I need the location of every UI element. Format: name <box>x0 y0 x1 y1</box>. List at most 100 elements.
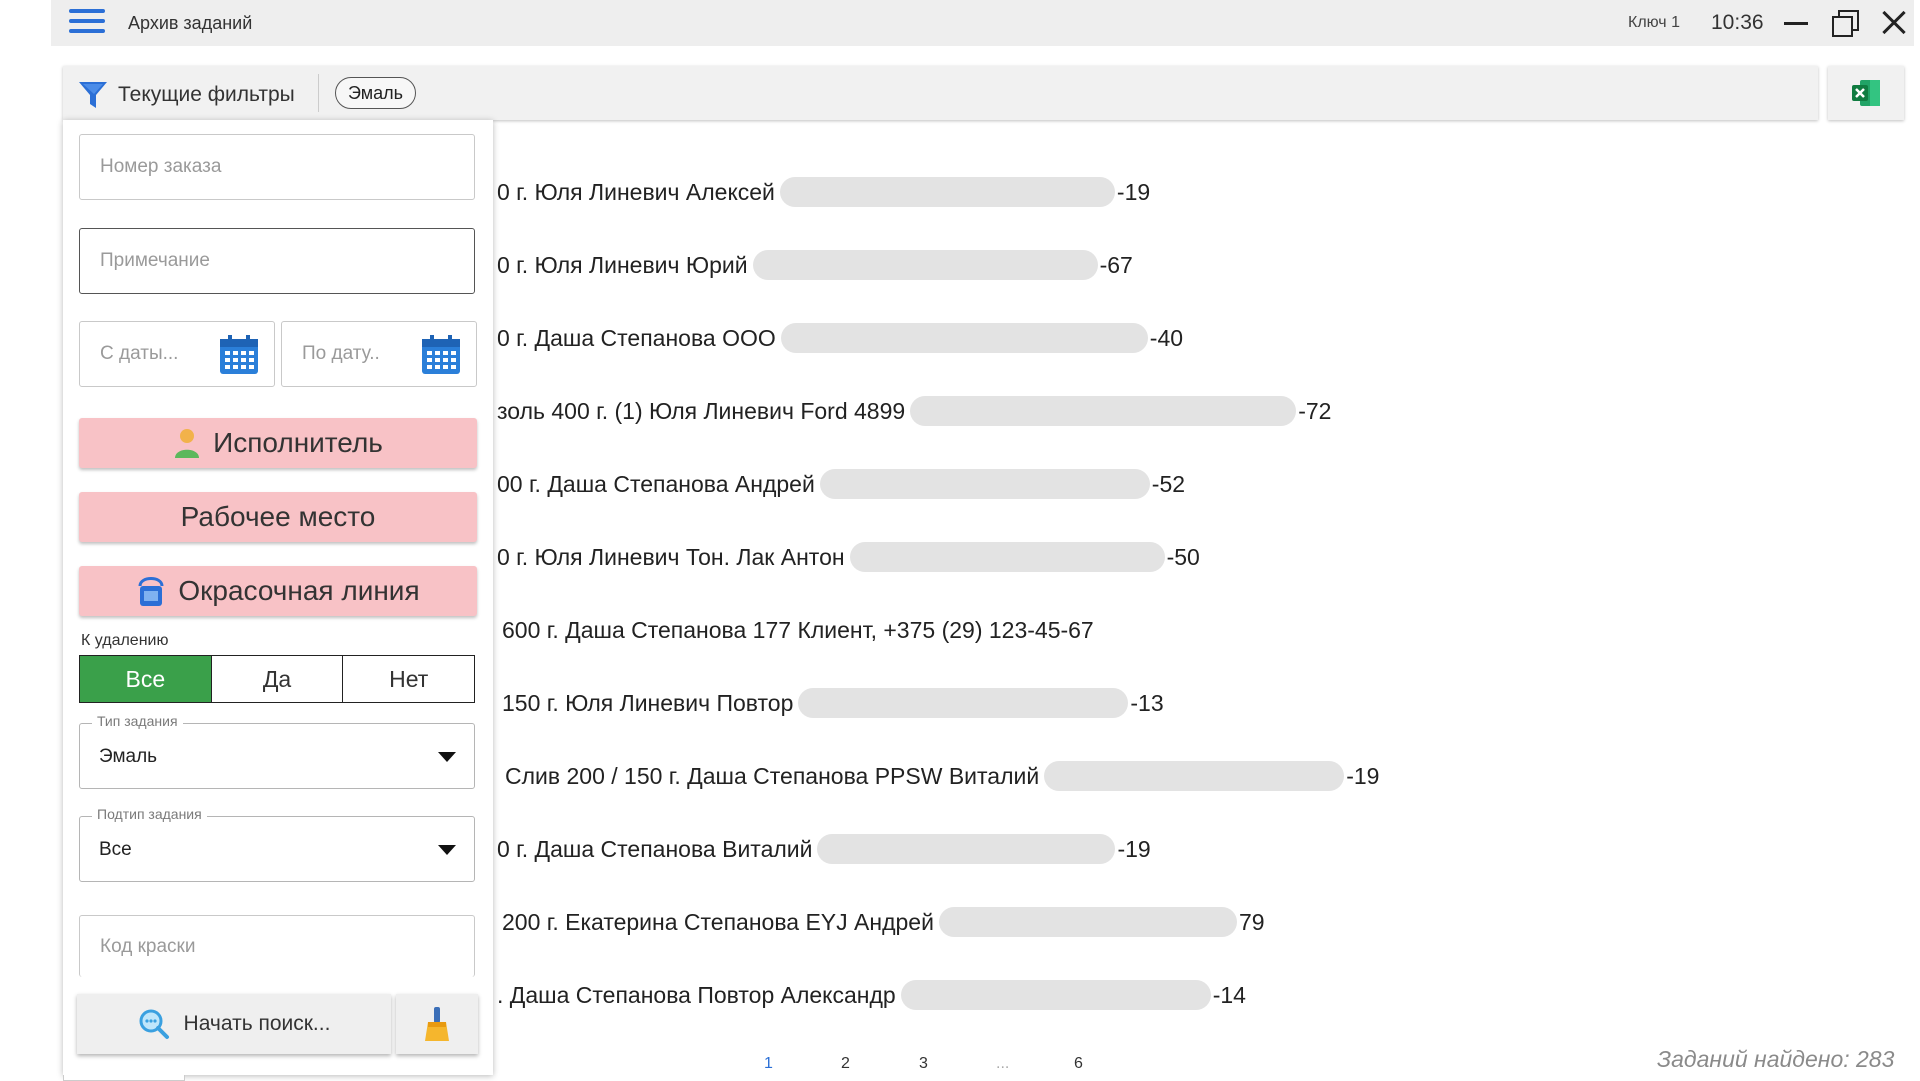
toggle-option-yes[interactable]: Да <box>212 656 344 702</box>
result-text: 0 г. Юля Линевич Юрий <box>497 251 748 278</box>
result-text: . Даша Степанова Повтор Александр <box>497 981 896 1008</box>
result-text: 150 г. Юля Линевич Повтор <box>502 689 794 716</box>
redacted-mask <box>938 907 1237 937</box>
task-type-select[interactable]: Тип задания Эмаль <box>79 713 475 789</box>
task-subtype-value: Все <box>99 839 132 860</box>
filter-chip-enamel[interactable]: Эмаль <box>335 77 417 109</box>
result-text: 00 г. Даша Степанова Андрей <box>497 470 815 497</box>
task-type-value: Эмаль <box>99 746 158 767</box>
date-from-input[interactable] <box>80 322 200 386</box>
workplace-label: Рабочее место <box>180 501 376 532</box>
result-text: 0 г. Юля Линевич Тон. Лак Антон <box>497 543 845 570</box>
redacted-mask <box>1044 761 1345 791</box>
workplace-button[interactable]: Рабочее место <box>79 492 477 542</box>
result-row[interactable]: Слив 200 / 150 г. Даша Степанова PPSW Ви… <box>505 759 1379 793</box>
redacted-mask <box>817 834 1116 864</box>
task-subtype-select[interactable]: Подтип задания Все <box>79 806 475 882</box>
toggle-option-no[interactable]: Нет <box>389 665 429 692</box>
result-suffix: -19 <box>1116 178 1151 205</box>
restore-icon[interactable] <box>1828 6 1862 40</box>
date-to-input[interactable] <box>282 322 402 386</box>
to-delete-label: К удалению <box>81 632 169 649</box>
tasks-found-count: Заданий найдено: 283 <box>1657 1046 1895 1072</box>
result-suffix: -50 <box>1166 543 1200 570</box>
calendar-icon[interactable] <box>218 334 260 376</box>
panel-bottom-tab <box>63 1075 185 1081</box>
result-suffix: -13 <box>1130 689 1164 716</box>
redacted-mask <box>798 688 1129 718</box>
result-suffix: -72 <box>1298 397 1332 424</box>
paint-line-label: Окрасочная линия <box>178 575 420 606</box>
broom-icon <box>425 1007 449 1041</box>
result-row[interactable]: 0 г. Юля Линевич Тон. Лак Антон -50 <box>497 540 1200 574</box>
redacted-mask <box>900 980 1211 1010</box>
key-label: Ключ 1 <box>1628 14 1680 31</box>
redacted-mask <box>849 542 1165 572</box>
clock: 10:36 <box>1711 11 1764 34</box>
current-filters-label: Текущие фильтры <box>118 83 295 106</box>
note-field[interactable] <box>79 228 475 294</box>
chevron-down-icon[interactable] <box>438 845 456 855</box>
result-row[interactable]: 200 г. Екатерина Степанова EYJ Андрей 79 <box>502 905 1265 939</box>
result-text: 600 г. Даша Степанова 177 Клиент, +375 (… <box>502 616 1094 643</box>
task-subtype-legend: Подтип задания <box>92 806 207 822</box>
paint-code-field[interactable] <box>79 915 475 977</box>
result-text: 0 г. Даша Степанова ООО <box>497 324 776 351</box>
to-delete-toggle: Все Да Нет <box>79 655 475 703</box>
person-icon <box>175 429 200 458</box>
page-1[interactable]: 1 <box>764 1055 773 1072</box>
result-row[interactable]: 0 г. Юля Линевич Юрий -67 <box>497 248 1133 282</box>
result-suffix: -19 <box>1117 835 1151 862</box>
divider <box>318 74 319 112</box>
executor-label: Исполнитель <box>213 427 383 458</box>
result-text: 0 г. Юля Линевич Алексей <box>497 178 775 205</box>
executor-button[interactable]: Исполнитель <box>79 418 477 468</box>
filter-panel: Исполнитель Рабочее место Окрасочная лин… <box>63 120 493 1075</box>
redacted-mask <box>819 469 1150 499</box>
order-number-field[interactable] <box>79 134 475 200</box>
result-row[interactable]: золь 400 г. (1) Юля Линевич Ford 4899 -72 <box>497 394 1331 428</box>
result-suffix: -52 <box>1151 470 1186 497</box>
result-row[interactable]: . Даша Степанова Повтор Александр -14 <box>497 978 1246 1012</box>
start-search-button[interactable]: Начать поиск... <box>77 994 391 1054</box>
page-3[interactable]: 3 <box>919 1055 928 1072</box>
redacted-mask <box>910 396 1297 426</box>
redacted-mask <box>780 323 1148 353</box>
calendar-icon[interactable] <box>420 334 462 376</box>
note-input[interactable] <box>80 229 474 293</box>
chevron-down-icon[interactable] <box>438 752 456 762</box>
task-type-legend: Тип задания <box>92 713 183 729</box>
result-row[interactable]: 600 г. Даша Степанова 177 Клиент, +375 (… <box>502 613 1094 647</box>
result-suffix: -67 <box>1099 251 1133 278</box>
search-icon <box>139 1009 169 1039</box>
paint-can-icon <box>138 577 164 606</box>
close-icon[interactable] <box>1877 6 1911 40</box>
result-text: Слив 200 / 150 г. Даша Степанова PPSW Ви… <box>505 762 1040 789</box>
minimize-icon[interactable] <box>1778 6 1812 40</box>
paint-code-input[interactable] <box>80 916 474 977</box>
result-suffix: -19 <box>1346 762 1380 789</box>
result-text: золь 400 г. (1) Юля Линевич Ford 4899 <box>497 397 906 424</box>
page-ellipsis: ... <box>996 1055 1010 1072</box>
page-2[interactable]: 2 <box>841 1055 850 1072</box>
result-row[interactable]: 0 г. Даша Степанова ООО -40 <box>497 321 1183 355</box>
result-text: 0 г. Даша Степанова Виталий <box>497 835 813 862</box>
clear-filters-button[interactable] <box>396 994 478 1054</box>
hamburger-menu-icon[interactable] <box>69 9 105 37</box>
date-to-field[interactable] <box>281 321 477 387</box>
page-6[interactable]: 6 <box>1074 1055 1083 1072</box>
export-excel-button[interactable] <box>1828 66 1904 120</box>
title-bar: Архив заданий Ключ 1 10:36 <box>51 0 1914 46</box>
date-from-field[interactable] <box>79 321 275 387</box>
redacted-mask <box>752 250 1098 280</box>
toggle-option-all[interactable]: Все <box>80 656 212 702</box>
result-row[interactable]: 0 г. Даша Степанова Виталий -19 <box>497 832 1151 866</box>
filter-funnel-icon[interactable] <box>77 79 109 111</box>
result-row[interactable]: 150 г. Юля Линевич Повтор -13 <box>502 686 1164 720</box>
paint-line-button[interactable]: Окрасочная линия <box>79 566 477 616</box>
start-search-label: Начать поиск... <box>183 1012 331 1035</box>
result-row[interactable]: 0 г. Юля Линевич Алексей -19 <box>497 175 1150 209</box>
result-row[interactable]: 00 г. Даша Степанова Андрей -52 <box>497 467 1185 501</box>
result-suffix: 79 <box>1238 908 1265 935</box>
order-number-input[interactable] <box>80 135 474 199</box>
